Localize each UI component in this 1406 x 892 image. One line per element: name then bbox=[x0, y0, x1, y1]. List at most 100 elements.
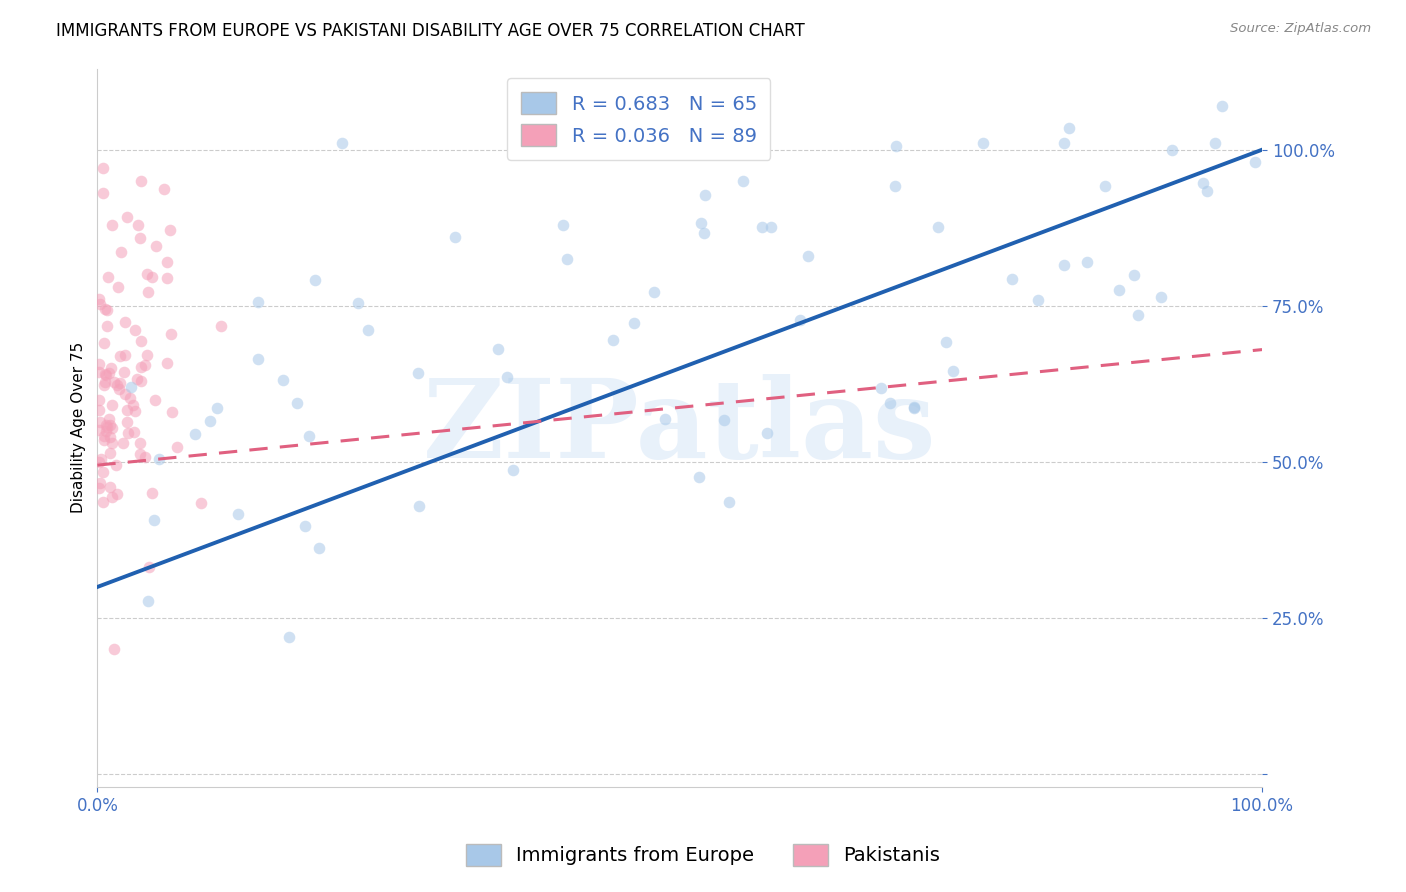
Point bbox=[1001, 271, 1024, 285]
Point bbox=[97, 366, 120, 380]
Point bbox=[101, 436, 124, 450]
Point bbox=[1123, 268, 1146, 282]
Point bbox=[1160, 143, 1182, 157]
Point bbox=[1211, 99, 1233, 113]
Point bbox=[101, 218, 124, 232]
Point bbox=[98, 446, 121, 460]
Point bbox=[502, 463, 524, 477]
Point bbox=[131, 359, 153, 374]
Point bbox=[693, 227, 716, 241]
Point bbox=[688, 470, 710, 484]
Point bbox=[623, 317, 645, 331]
Point bbox=[271, 373, 294, 387]
Point bbox=[94, 302, 117, 317]
Point bbox=[602, 333, 624, 347]
Point bbox=[97, 412, 120, 426]
Point bbox=[285, 396, 308, 410]
Point bbox=[138, 559, 160, 574]
Point bbox=[87, 402, 110, 417]
Point bbox=[141, 269, 163, 284]
Point bbox=[87, 393, 110, 408]
Point bbox=[156, 356, 179, 370]
Point bbox=[129, 334, 152, 348]
Point bbox=[444, 229, 467, 244]
Point bbox=[111, 436, 134, 450]
Point bbox=[89, 476, 111, 491]
Point bbox=[134, 358, 156, 372]
Point bbox=[135, 347, 157, 361]
Point bbox=[486, 343, 509, 357]
Point bbox=[112, 365, 135, 379]
Point bbox=[96, 302, 118, 317]
Point bbox=[96, 417, 118, 432]
Point bbox=[1026, 293, 1049, 308]
Point bbox=[115, 211, 138, 225]
Point bbox=[942, 364, 965, 378]
Text: IMMIGRANTS FROM EUROPE VS PAKISTANI DISABILITY AGE OVER 75 CORRELATION CHART: IMMIGRANTS FROM EUROPE VS PAKISTANI DISA… bbox=[56, 22, 806, 40]
Point bbox=[105, 378, 128, 392]
Point bbox=[903, 401, 925, 415]
Point bbox=[110, 244, 132, 259]
Point bbox=[884, 138, 907, 153]
Point bbox=[761, 220, 783, 235]
Point bbox=[205, 401, 228, 415]
Point bbox=[654, 412, 676, 426]
Point bbox=[117, 425, 139, 440]
Point bbox=[129, 231, 152, 245]
Point bbox=[100, 398, 122, 412]
Point bbox=[756, 426, 779, 441]
Point bbox=[108, 382, 131, 396]
Point bbox=[1192, 176, 1215, 190]
Point bbox=[93, 428, 115, 442]
Text: Source: ZipAtlas.com: Source: ZipAtlas.com bbox=[1230, 22, 1371, 36]
Legend: Immigrants from Europe, Pakistanis: Immigrants from Europe, Pakistanis bbox=[454, 832, 952, 878]
Point bbox=[105, 487, 128, 501]
Point bbox=[122, 398, 145, 412]
Point bbox=[89, 415, 111, 429]
Point bbox=[408, 367, 430, 381]
Point bbox=[120, 380, 142, 394]
Point bbox=[1053, 258, 1076, 272]
Point bbox=[136, 594, 159, 608]
Point bbox=[789, 312, 811, 326]
Point bbox=[98, 479, 121, 493]
Point bbox=[124, 403, 146, 417]
Point bbox=[117, 402, 139, 417]
Point bbox=[93, 433, 115, 447]
Point bbox=[553, 218, 575, 232]
Point bbox=[159, 326, 181, 341]
Y-axis label: Disability Age Over 75: Disability Age Over 75 bbox=[72, 342, 86, 513]
Point bbox=[294, 519, 316, 533]
Point bbox=[108, 376, 131, 390]
Point bbox=[136, 267, 159, 281]
Point bbox=[138, 285, 160, 299]
Point bbox=[879, 396, 901, 410]
Point bbox=[103, 642, 125, 657]
Point bbox=[304, 273, 326, 287]
Point bbox=[1053, 136, 1076, 151]
Point bbox=[209, 319, 232, 334]
Point bbox=[145, 239, 167, 253]
Point bbox=[129, 174, 152, 188]
Point bbox=[1150, 290, 1173, 304]
Point bbox=[87, 423, 110, 437]
Point bbox=[115, 415, 138, 429]
Point bbox=[87, 365, 110, 379]
Point bbox=[669, 145, 692, 159]
Point bbox=[94, 367, 117, 381]
Point bbox=[183, 426, 205, 441]
Point bbox=[731, 174, 754, 188]
Point bbox=[903, 401, 925, 415]
Point bbox=[1204, 136, 1226, 151]
Point bbox=[226, 507, 249, 521]
Point bbox=[114, 316, 136, 330]
Point bbox=[114, 387, 136, 401]
Point bbox=[357, 323, 380, 337]
Point bbox=[91, 186, 114, 201]
Point bbox=[869, 381, 891, 395]
Point bbox=[1076, 255, 1098, 269]
Point bbox=[93, 378, 115, 392]
Point bbox=[935, 334, 957, 349]
Point bbox=[797, 249, 820, 263]
Point bbox=[94, 425, 117, 439]
